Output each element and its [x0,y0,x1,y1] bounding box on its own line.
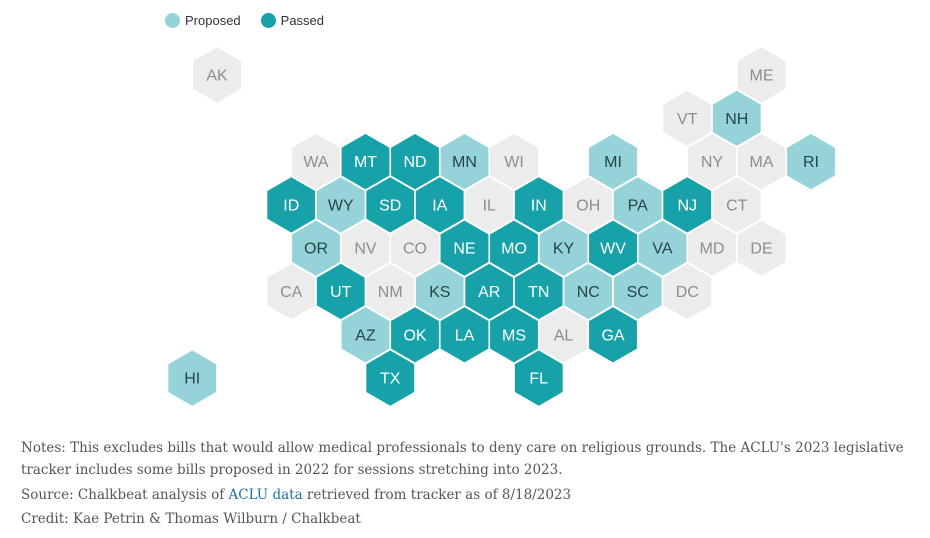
state-label-vt: VT [677,111,698,128]
state-hex-mn[interactable]: MN [439,132,490,191]
state-label-il: IL [483,197,496,214]
state-hex-dc[interactable]: DC [661,262,713,321]
state-label-tx: TX [380,371,401,388]
legend-item-passed: Passed [260,12,325,28]
state-hex-ms[interactable]: MS [488,305,540,365]
state-label-ia: IA [432,197,447,214]
state-label-ar: AR [478,284,500,301]
state-label-id: ID [283,197,299,214]
state-hex-nm[interactable]: NM [364,262,416,321]
state-label-nm: NM [378,284,403,301]
state-hex-wv[interactable]: WV [587,218,639,278]
state-label-nj: NJ [677,197,697,214]
state-label-mo: MO [501,241,527,258]
state-hex-map: AK ME VT NH WA MT ND MN WI MI NY MA RI ID WY SD IA IL IN OH… [166,45,837,408]
state-label-nc: NC [577,284,600,301]
credit-line: Credit: Kae Petrin & Thomas Wilburn / Ch… [21,511,361,527]
state-hex-va[interactable]: VA [637,218,688,278]
state-label-mn: MN [452,154,477,171]
state-label-mt: MT [354,154,377,171]
state-label-co: CO [403,241,427,258]
legend-label-proposed: Proposed [185,12,241,28]
state-label-ms: MS [502,327,526,344]
hex-shape-de [736,218,787,278]
hex-shape-dc [661,262,713,321]
hex-shape-ga [587,305,639,365]
state-label-nv: NV [354,241,377,258]
state-label-ma: MA [750,154,774,171]
state-label-sd: SD [379,197,401,214]
state-hex-mi[interactable]: MI [587,132,639,191]
state-label-in: IN [531,197,547,214]
state-label-hi: HI [184,371,200,388]
state-label-ne: NE [453,241,475,258]
chart-notes: Notes: This excludes bills that would al… [21,437,916,531]
state-label-pa: PA [628,197,648,214]
state-label-sc: SC [627,284,649,301]
notes-text: Notes: This excludes bills that would al… [21,440,904,478]
hex-shape-ak [191,45,243,105]
state-hex-md[interactable]: MD [686,218,738,278]
state-label-la: LA [455,327,475,344]
state-label-ca: CA [280,284,303,301]
map-legend: Proposed Passed [165,10,344,30]
state-hex-hi[interactable]: HI [166,348,218,408]
state-hex-ga[interactable]: GA [587,305,639,365]
state-label-wa: WA [303,154,329,171]
state-label-ok: OK [403,327,426,344]
state-label-az: AZ [355,327,376,344]
state-label-wy: WY [328,197,354,214]
hex-shape-fl [513,348,565,408]
state-hex-ri[interactable]: RI [785,132,837,191]
state-label-ks: KS [429,284,450,301]
state-label-al: AL [554,327,574,344]
state-label-tn: TN [528,284,549,301]
state-label-or: OR [304,241,328,258]
source-prefix: Source: Chalkbeat analysis of [21,487,229,503]
hex-shape-hi [166,348,218,408]
hex-shape-tx [364,348,416,408]
state-label-nd: ND [403,154,426,171]
state-label-fl: FL [529,371,548,388]
state-label-va: VA [652,241,672,258]
state-hex-or[interactable]: OR [290,218,342,278]
aclu-data-link[interactable]: ACLU data [228,487,303,503]
state-hex-ma[interactable]: MA [736,132,787,191]
state-label-de: DE [750,241,772,258]
hex-shape-ri [785,132,837,191]
legend-swatch-passed [260,12,276,28]
state-label-nh: NH [725,111,748,128]
state-label-me: ME [750,68,774,85]
source-line: Source: Chalkbeat analysis of ACLU data … [21,483,916,507]
state-label-wi: WI [504,154,524,171]
state-hex-ne[interactable]: NE [439,218,490,278]
state-label-ut: UT [330,284,352,301]
state-label-ak: AK [206,68,228,85]
state-hex-fl[interactable]: FL [513,348,565,408]
source-suffix: retrieved from tracker as of 8/18/2023 [302,487,572,503]
state-hex-ca[interactable]: CA [265,262,317,321]
state-hex-ak[interactable]: AK [191,45,243,105]
state-label-dc: DC [676,284,699,301]
state-label-wv: WV [600,241,626,258]
state-hex-ct[interactable]: CT [711,175,763,235]
legend-item-proposed: Proposed [165,12,241,28]
legend-label-passed: Passed [280,12,325,28]
state-hex-de[interactable]: DE [736,218,787,278]
state-hex-wi[interactable]: WI [488,132,540,191]
state-label-ct: CT [726,197,748,214]
state-label-mi: MI [604,154,622,171]
state-hex-me[interactable]: ME [736,45,787,105]
state-label-ga: GA [601,327,624,344]
legend-swatch-proposed [165,12,180,28]
state-label-ri: RI [803,154,819,171]
state-label-ny: NY [701,154,724,171]
state-label-ky: KY [553,241,575,258]
state-hex-tx[interactable]: TX [364,348,416,408]
state-label-oh: OH [576,197,600,214]
state-hex-sc[interactable]: SC [612,262,664,321]
state-label-md: MD [700,241,725,258]
